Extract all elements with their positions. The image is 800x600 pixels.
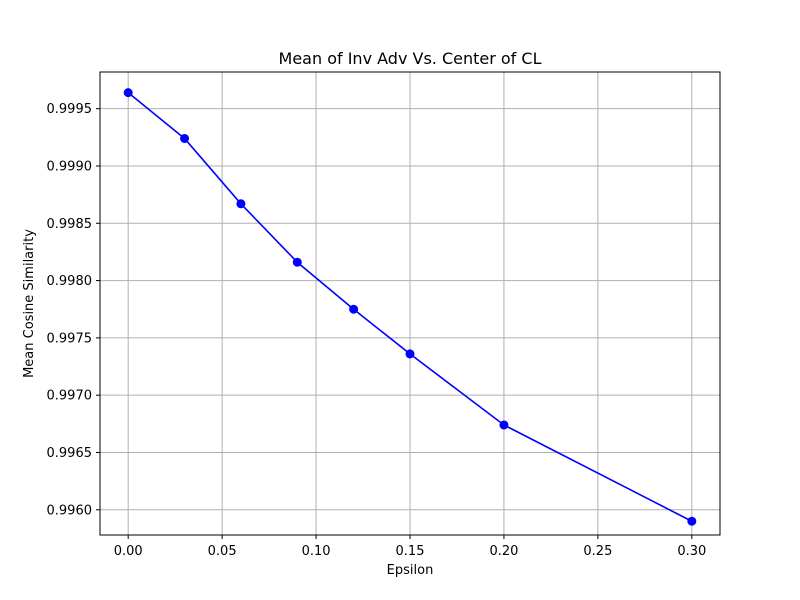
y-tick-label: 0.9965 (47, 446, 93, 461)
x-tick-label: 0.20 (489, 544, 518, 559)
y-tick-label: 0.9995 (47, 102, 93, 117)
x-tick-label: 0.30 (677, 544, 706, 559)
x-tick-label: 0.25 (583, 544, 612, 559)
y-tick-label: 0.9990 (47, 159, 93, 174)
data-point (123, 88, 133, 98)
data-point (499, 420, 509, 430)
y-axis-title: Mean Cosine Similarity (22, 229, 37, 378)
y-tick-label: 0.9960 (47, 503, 93, 518)
data-point (349, 304, 359, 314)
x-axis-title: Epsilon (387, 563, 434, 578)
y-tick-label: 0.9970 (47, 389, 93, 404)
data-point (180, 133, 190, 143)
x-tick-label: 0.10 (302, 544, 331, 559)
data-point (687, 516, 697, 526)
data-point (292, 257, 302, 267)
data-point (405, 349, 415, 359)
data-point (236, 199, 246, 209)
y-tick-label: 0.9985 (47, 217, 93, 232)
series-line (127, 92, 693, 522)
grid (100, 72, 720, 535)
x-tick-label: 0.00 (114, 544, 143, 559)
plot-data (123, 88, 697, 526)
y-tick-label: 0.9980 (47, 274, 93, 289)
x-tick-label: 0.15 (396, 544, 425, 559)
chart-title: Mean of Inv Adv Vs. Center of CL (279, 49, 542, 68)
y-tick-label: 0.9975 (47, 331, 93, 346)
x-tick-label: 0.05 (208, 544, 237, 559)
axis-ticks: 0.00 0.05 0.10 0.15 0.20 0.25 0.30 0.9960 0.9965… (47, 102, 707, 559)
